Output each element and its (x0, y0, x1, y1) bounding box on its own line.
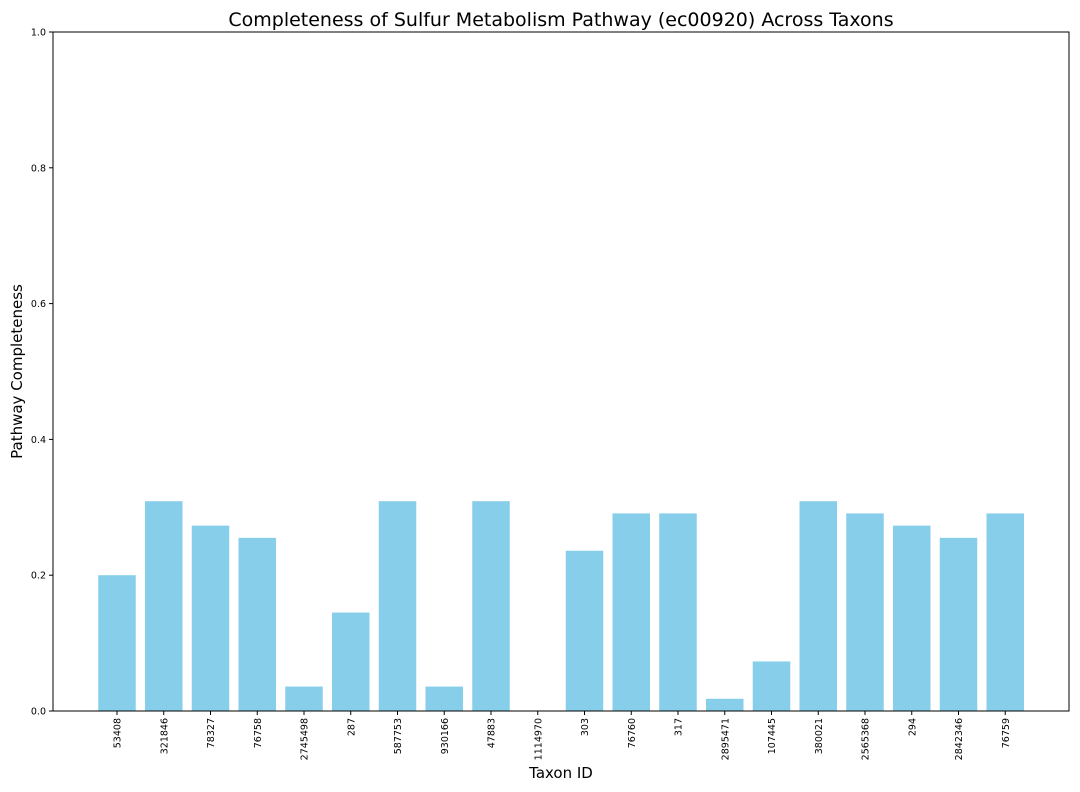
x-tick-label: 78327 (206, 718, 217, 748)
y-tick-label: 1.0 (31, 28, 46, 39)
x-tick-label: 2565368 (861, 718, 872, 760)
x-tick-label: 76760 (627, 718, 638, 748)
bar (565, 550, 604, 711)
y-tick-label: 0.4 (31, 435, 46, 446)
bar (472, 501, 510, 711)
plot-frame (52, 31, 1070, 712)
x-tick-label: 294 (907, 718, 918, 736)
bar (285, 686, 323, 711)
bars-group (98, 501, 1024, 711)
x-tick-label: 53408 (113, 718, 124, 748)
y-tick-label: 0.8 (31, 163, 46, 174)
x-tick-label: 107445 (767, 718, 778, 754)
x-tick-label: 303 (580, 718, 591, 736)
x-tick-label: 587753 (393, 718, 404, 754)
x-tick-label: 2842346 (954, 718, 965, 760)
x-tick-label: 930166 (440, 718, 451, 754)
bar (98, 575, 136, 711)
x-tick-label: 47883 (487, 718, 498, 748)
bar (425, 686, 463, 711)
x-tick-label: 1114970 (533, 718, 544, 760)
y-axis-label: Pathway Completeness (8, 284, 26, 459)
x-tick-label: 76759 (1001, 718, 1012, 748)
x-axis: 53408 321846 78327 76758 2745498 287 587753 930… (113, 711, 1012, 760)
bar (846, 513, 884, 711)
y-axis: 0.0 0.2 0.4 0.6 0.8 1.0 (31, 28, 53, 718)
bar (238, 537, 276, 711)
x-tick-label: 317 (674, 718, 685, 736)
chart-title: Completeness of Sulfur Metabolism Pathwa… (228, 9, 893, 31)
bar (378, 501, 417, 711)
x-tick-label: 2895471 (720, 718, 731, 760)
y-tick-label: 0.0 (31, 707, 46, 718)
x-tick-label: 287 (346, 718, 357, 736)
x-tick-label: 321846 (159, 718, 170, 754)
bar (752, 661, 791, 711)
y-tick-label: 0.6 (31, 299, 46, 310)
bar (145, 501, 183, 711)
bar (612, 513, 650, 711)
x-axis-label: Taxon ID (528, 764, 593, 782)
bar (332, 612, 370, 711)
bar (191, 525, 230, 711)
x-tick-label: 2745498 (300, 718, 311, 760)
bar (939, 537, 978, 711)
bar (706, 698, 744, 711)
bar (799, 501, 837, 711)
y-tick-label: 0.2 (31, 571, 46, 582)
x-tick-label: 380021 (814, 718, 825, 754)
bar (659, 513, 697, 711)
x-tick-label: 76758 (253, 718, 264, 748)
bar (893, 525, 931, 711)
bar (986, 513, 1024, 711)
